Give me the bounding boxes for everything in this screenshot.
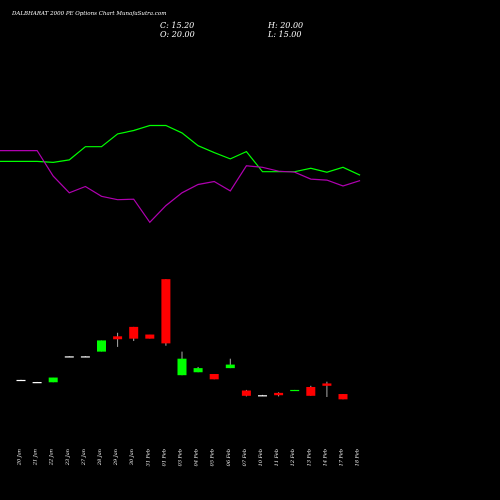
x-tick-label: 13 Feb — [306, 449, 312, 466]
candle-body — [64, 356, 74, 358]
open-value: O: 20.00 — [160, 30, 195, 39]
x-tick-label: 21 Jan — [33, 449, 39, 466]
candle-body — [338, 394, 348, 400]
indicator-lines — [0, 124, 361, 224]
candle-body — [290, 389, 300, 392]
x-tick-label: 22 Jan — [49, 449, 55, 466]
candle-body — [258, 395, 267, 397]
x-tick-label: 01 Feb — [161, 449, 167, 466]
candle-body — [241, 390, 251, 396]
x-tick-label: 17 Feb — [339, 449, 345, 466]
x-tick-label: 10 Feb — [258, 449, 264, 466]
x-tick-label: 23 Jan — [65, 449, 71, 466]
x-tick-label: 31 Feb — [145, 449, 151, 466]
purple-line-series — [0, 150, 361, 224]
green-line-series — [0, 124, 361, 176]
x-axis-ticks: 20 Jan 21 Jan 22 Jan 23 Jan 27 Jan 28 Jan 29 J… — [17, 449, 361, 466]
candle-body — [322, 383, 332, 386]
candle-body — [145, 334, 155, 339]
low-value: L: 15.00 — [267, 30, 301, 39]
x-tick-label: 07 Feb — [242, 449, 248, 466]
x-tick-label: 14 Feb — [322, 449, 328, 466]
x-tick-label: 04 Feb — [194, 449, 200, 466]
x-tick-label: 29 Jan — [113, 449, 119, 466]
candle-body — [16, 379, 26, 382]
candles — [16, 279, 348, 400]
candle-body — [177, 358, 187, 376]
x-tick-label: 06 Feb — [226, 449, 232, 466]
x-tick-label: 27 Jan — [81, 449, 87, 466]
candle-body — [80, 356, 90, 358]
x-tick-label: 20 Jan — [17, 449, 23, 466]
candle-body — [225, 364, 235, 369]
candle-body — [161, 279, 171, 344]
candle-body — [32, 382, 42, 384]
candle-body — [209, 374, 219, 380]
chart-title: DALBHARAT 2000 PE Options Chart MunafaSu… — [11, 11, 166, 17]
close-value: C: 15.20 — [160, 21, 194, 30]
candle-body — [306, 386, 316, 396]
x-tick-label: 28 Jan — [97, 449, 103, 466]
x-tick-label: 30 Jan — [129, 449, 135, 465]
high-value: H: 20.00 — [267, 21, 303, 30]
x-tick-label: 11 Feb — [274, 449, 280, 466]
candle-body — [274, 392, 284, 396]
x-tick-label: 05 Feb — [210, 449, 216, 466]
x-tick-label: 18 Feb — [355, 449, 361, 466]
x-tick-label: 03 Feb — [178, 449, 184, 466]
candle-body — [48, 377, 58, 383]
x-tick-label: 12 Feb — [290, 449, 296, 466]
candle-body — [193, 368, 203, 373]
candle-body — [113, 336, 123, 340]
candle-body — [97, 340, 106, 352]
candle-body — [129, 326, 139, 339]
